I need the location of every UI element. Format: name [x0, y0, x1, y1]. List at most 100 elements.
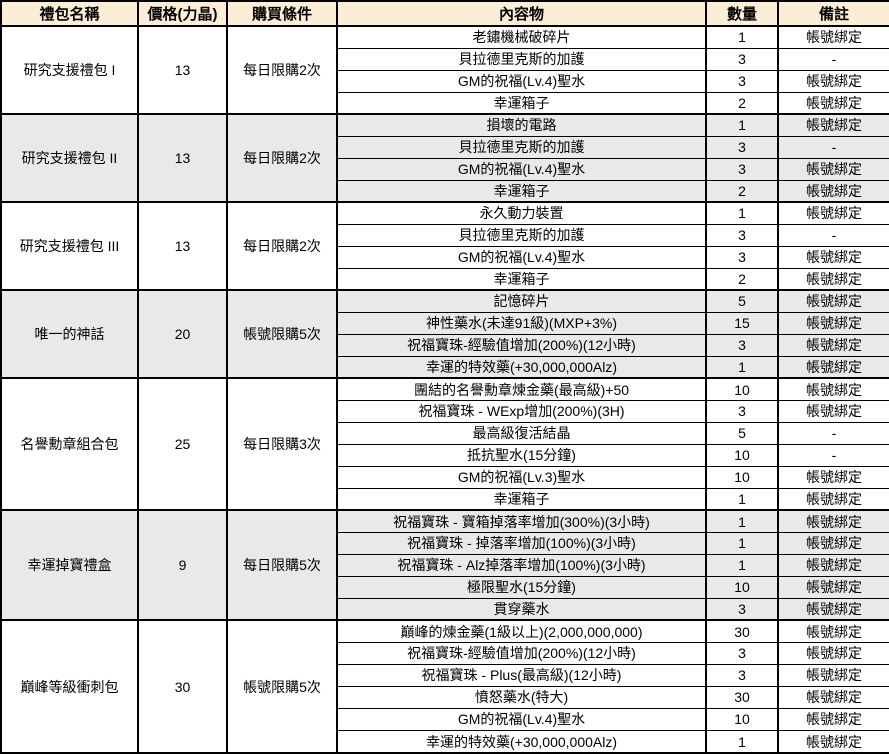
item-note-cell: 帳號綁定	[777, 598, 889, 622]
item-quantity-cell: 10	[705, 378, 779, 401]
item-quantity-cell: 15	[705, 312, 779, 335]
item-content-cell: 貝拉德里克斯的加護	[336, 136, 707, 159]
item-note-cell: 帳號綁定	[777, 620, 889, 643]
item-quantity-cell: 30	[705, 620, 779, 643]
table-row: 極限聖水(15分鐘) 10 帳號綁定	[1, 576, 889, 599]
item-content-cell: 憤怒藥水(特大)	[336, 686, 707, 709]
item-quantity-cell: 1	[705, 356, 779, 380]
table-row: 神性藥水(未達91級)(MXP+3%) 15 帳號綁定	[1, 312, 889, 335]
table-row: 幸運掉寶禮盒 9 每日限購5次 祝福寶珠 - 寶箱掉落率增加(300%)(3小時) 1 帳…	[0, 510, 889, 622]
item-note-cell: 帳號綁定	[777, 26, 889, 49]
item-content-cell: 最高級復活結晶	[336, 422, 707, 445]
package-name-cell: 研究支援禮包 I	[0, 26, 139, 116]
item-quantity-cell: 10	[705, 466, 779, 489]
table-header: 禮包名稱 價格(力晶) 購買條件 內容物 數量 備註	[0, 0, 889, 27]
item-quantity-cell: 3	[705, 598, 779, 622]
item-note-cell: 帳號綁定	[777, 378, 889, 401]
item-note-cell: 帳號綁定	[777, 70, 889, 93]
item-note-cell: 帳號綁定	[777, 246, 889, 269]
item-quantity-cell: 3	[705, 70, 779, 93]
item-quantity-cell: 1	[705, 26, 779, 49]
item-quantity-cell: 2	[705, 92, 779, 116]
table-row: 貫穿藥水 3 帳號綁定	[1, 598, 889, 622]
item-quantity-cell: 10	[705, 444, 779, 467]
package-condition-cell: 每日限購2次	[226, 114, 338, 204]
item-content-cell: 祝福寶珠 - 寶箱掉落率增加(300%)(3小時)	[336, 510, 707, 533]
table-row: GM的祝福(Lv.4)聖水 3 帳號綁定	[1, 158, 889, 181]
item-note-cell: 帳號綁定	[777, 642, 889, 665]
item-content-cell: 老鏽機械破碎片	[336, 26, 707, 49]
package-price-cell: 20	[137, 290, 228, 380]
header-row: 禮包名稱 價格(力晶) 購買條件 內容物 數量 備註	[0, 0, 889, 27]
item-note-cell: 帳號綁定	[777, 664, 889, 687]
item-content-cell: 祝福寶珠 - 掉落率增加(100%)(3小時)	[336, 532, 707, 555]
item-note-cell: 帳號綁定	[777, 466, 889, 489]
item-quantity-cell: 3	[705, 246, 779, 269]
item-note-cell: 帳號綁定	[777, 686, 889, 709]
table-row: 幸運的特效藥(+30,000,000Alz) 1 帳號綁定	[1, 356, 889, 380]
item-note-cell: 帳號綁定	[777, 488, 889, 512]
item-note-cell: 帳號綁定	[777, 114, 889, 137]
table-row: 貝拉德里克斯的加護 3-	[1, 224, 889, 247]
item-quantity-cell: 5	[705, 422, 779, 445]
item-content-cell: 貝拉德里克斯的加護	[336, 48, 707, 71]
table-row: 祝福寶珠 - Plus(最高級)(12小時) 3 帳號綁定	[1, 664, 889, 687]
table-row: 幸運箱子 1 帳號綁定	[1, 488, 889, 512]
item-content-cell: 團結的名譽勳章煉金藥(最高級)+50	[336, 378, 707, 401]
item-content-cell: 永久動力裝置	[336, 202, 707, 225]
item-note-cell: -	[777, 48, 889, 71]
item-content-cell: 損壞的電路	[336, 114, 707, 137]
item-note-cell: 帳號綁定	[777, 202, 889, 225]
package-price-cell: 13	[137, 114, 228, 204]
item-note-cell: 帳號綁定	[777, 400, 889, 423]
package-condition-cell: 帳號限購5次	[226, 290, 338, 380]
table-row: 研究支援禮包 III 13 每日限購2次 永久動力裝置 1 帳號綁定	[0, 202, 889, 292]
item-note-cell: 帳號綁定	[777, 554, 889, 577]
item-note-cell: 帳號綁定	[777, 708, 889, 732]
item-note-cell: 帳號綁定	[777, 532, 889, 555]
item-content-cell: 幸運箱子	[336, 268, 707, 292]
item-quantity-cell: 30	[705, 686, 779, 709]
item-quantity-cell: 3	[705, 158, 779, 181]
item-quantity-cell: 10	[705, 708, 779, 732]
table-row: 最高級復活結晶 5-	[1, 422, 889, 445]
item-quantity-cell: 2	[705, 268, 779, 292]
table-row: 祝福寶珠-經驗值增加(200%)(12小時) 3 帳號綁定	[1, 642, 889, 665]
item-content-cell: 貝拉德里克斯的加護	[336, 224, 707, 247]
package-condition-cell: 每日限購5次	[226, 510, 338, 622]
item-quantity-cell: 3	[705, 48, 779, 71]
item-content-cell: 抵抗聖水(15分鐘)	[336, 444, 707, 467]
table-row: 研究支援禮包 II 13 每日限購2次 損壞的電路 1 帳號綁定	[0, 114, 889, 204]
item-quantity-cell: 3	[705, 224, 779, 247]
package-price-cell: 25	[137, 378, 228, 512]
item-content-cell: GM的祝福(Lv.4)聖水	[336, 70, 707, 93]
table-row: GM的祝福(Lv.4)聖水 3 帳號綁定	[1, 70, 889, 93]
package-name-cell: 巔峰等級衝刺包	[0, 620, 139, 754]
header-package-name: 禮包名稱	[0, 0, 139, 27]
table-row: GM的祝福(Lv.3)聖水 10 帳號綁定	[1, 466, 889, 489]
package-name-cell: 研究支援禮包 II	[0, 114, 139, 204]
item-content-cell: 神性藥水(未達91級)(MXP+3%)	[336, 312, 707, 335]
package-price-cell: 13	[137, 26, 228, 116]
item-note-cell: -	[777, 136, 889, 159]
item-content-cell: GM的祝福(Lv.3)聖水	[336, 466, 707, 489]
package-name-cell: 名譽勳章組合包	[0, 378, 139, 512]
table-row: 祝福寶珠-經驗值增加(200%)(12小時) 3 帳號綁定	[1, 334, 889, 357]
item-content-cell: GM的祝福(Lv.4)聖水	[336, 158, 707, 181]
item-quantity-cell: 3	[705, 334, 779, 357]
package-condition-cell: 每日限購2次	[226, 202, 338, 292]
table-row: 抵抗聖水(15分鐘) 10-	[1, 444, 889, 467]
item-quantity-cell: 1	[705, 532, 779, 555]
item-content-cell: 祝福寶珠-經驗值增加(200%)(12小時)	[336, 642, 707, 665]
table-row: 幸運箱子 2 帳號綁定	[1, 92, 889, 116]
item-quantity-cell: 1	[705, 554, 779, 577]
table-row: 研究支援禮包 I 13 每日限購2次 老鏽機械破碎片 1 帳號綁定	[0, 26, 889, 116]
item-note-cell: 帳號綁定	[777, 510, 889, 533]
table-row: 名譽勳章組合包 25 每日限購3次 團結的名譽勳章煉金藥(最高級)+50 10 帳號綁定	[0, 378, 889, 512]
item-note-cell: 帳號綁定	[777, 312, 889, 335]
table-row: 幸運箱子 2 帳號綁定	[1, 268, 889, 292]
item-content-cell: 幸運的特效藥(+30,000,000Alz)	[336, 730, 707, 754]
package-price-cell: 13	[137, 202, 228, 292]
package-condition-cell: 每日限購3次	[226, 378, 338, 512]
